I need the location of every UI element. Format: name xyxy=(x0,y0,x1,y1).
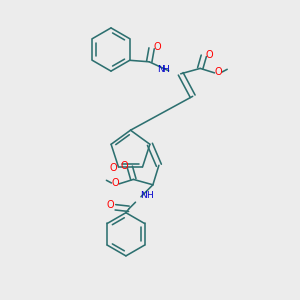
Text: O: O xyxy=(206,50,213,60)
Text: H: H xyxy=(146,191,153,200)
Text: N: N xyxy=(157,65,164,74)
Text: H: H xyxy=(162,65,169,74)
Text: O: O xyxy=(215,67,222,77)
Text: O: O xyxy=(106,200,114,211)
Text: O: O xyxy=(111,178,119,188)
Text: O: O xyxy=(153,42,161,52)
Text: N: N xyxy=(140,191,147,200)
Text: O: O xyxy=(121,160,128,171)
Text: O: O xyxy=(109,163,117,173)
